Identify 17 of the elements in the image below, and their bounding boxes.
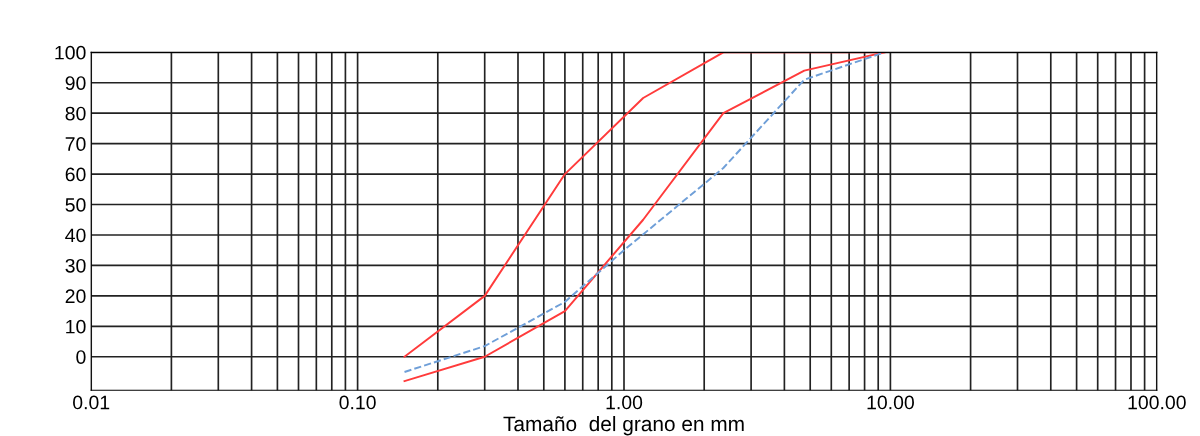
y-tick-label: 60 <box>65 167 86 182</box>
y-tick-label: 0 <box>76 350 86 364</box>
y-tick-label: 40 <box>65 228 86 243</box>
y-tick-label: 30 <box>65 258 86 273</box>
x-tick-label: 1.00 <box>606 395 643 410</box>
x-tick-label: 10.00 <box>867 395 914 410</box>
x-tick-label: 0.01 <box>73 395 110 410</box>
x-axis-title: Tamaño del grano en mm <box>503 415 744 436</box>
x-tick-label: 0.10 <box>339 395 376 410</box>
y-tick-label: 90 <box>65 76 86 90</box>
y-tick-label: 100 <box>55 45 86 60</box>
y-tick-label: 70 <box>65 137 86 151</box>
y-tick-label: 80 <box>65 106 86 121</box>
y-tick-label: 10 <box>66 319 86 334</box>
y-tick-label: 50 <box>65 198 86 212</box>
y-tick-label: 20 <box>65 289 86 304</box>
x-tick-label: 100.00 <box>1128 395 1186 410</box>
